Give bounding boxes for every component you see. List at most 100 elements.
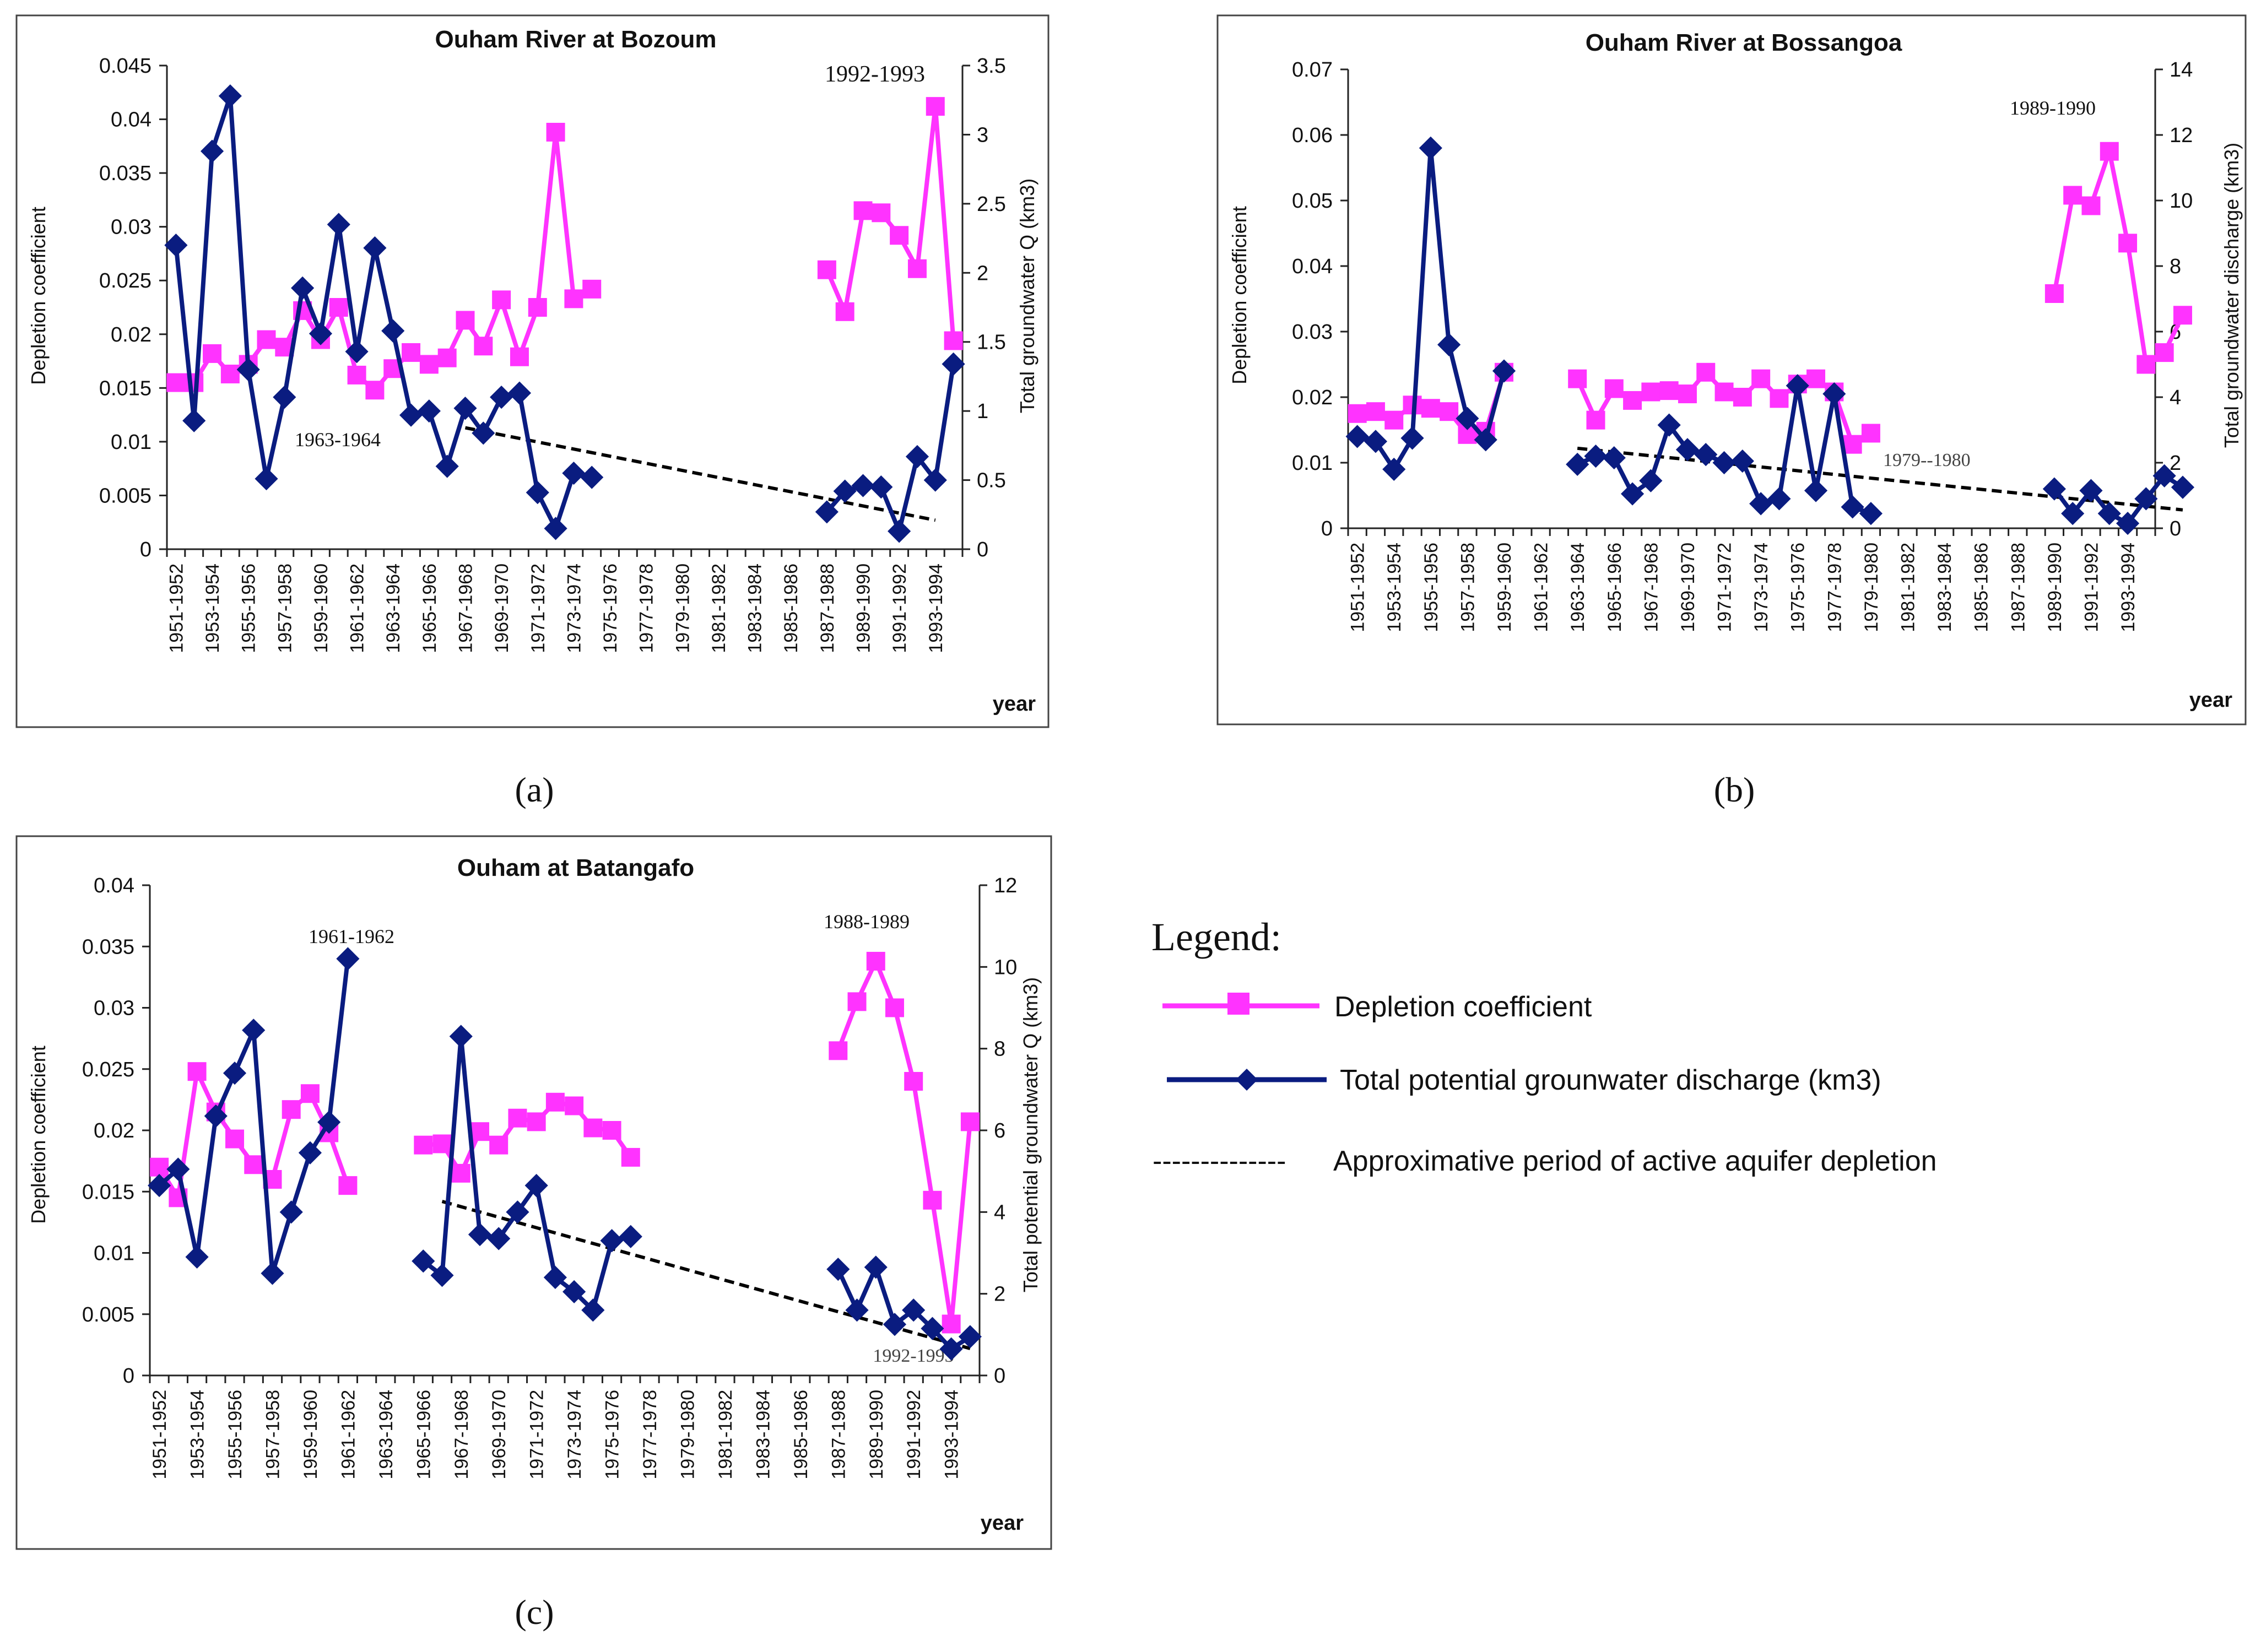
depletion-point <box>1861 424 1880 443</box>
annotation-1992-1993: 1992-1993 <box>825 62 925 87</box>
discharge-point <box>1602 446 1626 470</box>
y-right-tick-label: 4 <box>2170 386 2181 409</box>
y-left-tick-label: 0.03 <box>1292 321 1333 344</box>
annotation-1961-1962: 1961-1962 <box>309 925 394 947</box>
discharge-point <box>200 139 224 163</box>
depletion-point <box>960 1112 980 1131</box>
x-tick-label: 1953-1954 <box>202 564 223 653</box>
depletion-point <box>582 279 602 299</box>
discharge-point <box>869 475 893 499</box>
legend-item-depletion: Depletion coefficient <box>1162 991 1592 1023</box>
y-left-tick-label: 0.025 <box>82 1058 134 1081</box>
trend-line <box>464 426 936 522</box>
y-right-tick-label: 4 <box>994 1201 1005 1224</box>
discharge-point <box>526 481 549 505</box>
depletion-point <box>220 364 240 383</box>
discharge-point <box>524 1174 548 1198</box>
y-right-tick-label: 12 <box>2170 124 2193 147</box>
discharge-point <box>2134 487 2158 511</box>
depletion-point <box>451 1163 470 1183</box>
y-left-tick-label: 0.02 <box>111 323 152 346</box>
discharge-point <box>1657 413 1681 437</box>
discharge-point <box>507 381 532 405</box>
discharge-point <box>148 1174 171 1198</box>
y-left-tick-label: 0.03 <box>94 997 134 1020</box>
x-tick-label: 1981-1982 <box>715 1390 736 1480</box>
discharge-point <box>166 1157 190 1181</box>
depletion-point <box>244 1155 263 1174</box>
depletion-point <box>1623 391 1642 410</box>
x-tick-label: 1989-1990 <box>853 564 874 653</box>
depletion-point <box>872 203 891 223</box>
y-left-tick-label: 0.005 <box>82 1303 134 1326</box>
y-axis-right-label: Total groundwater Q (km3) <box>1016 178 1038 413</box>
trend-line <box>1577 446 2183 512</box>
depletion-point <box>2173 306 2192 325</box>
depletion-point <box>432 1134 452 1153</box>
discharge-point <box>449 1025 473 1048</box>
x-tick-label: 1991-1992 <box>904 1390 924 1480</box>
y-left-tick-label: 0.04 <box>1292 255 1333 278</box>
depletion-point <box>2063 186 2082 205</box>
depletion-point <box>1714 382 1734 402</box>
x-tick-label: 1973-1974 <box>1751 543 1772 632</box>
discharge-point <box>345 340 369 364</box>
discharge-point <box>468 1223 492 1247</box>
discharge-point <box>864 1255 888 1279</box>
depletion-point <box>583 1118 603 1138</box>
discharge-point <box>1364 430 1388 453</box>
depletion-point <box>1659 381 1679 400</box>
series-line <box>174 94 593 531</box>
y-right-tick-label: 10 <box>994 956 1017 979</box>
y-right-tick-label: 2 <box>2170 452 2181 475</box>
discharge-point <box>417 399 441 423</box>
y-right-tick-label: 8 <box>2170 255 2181 278</box>
depletion-point <box>1843 435 1862 454</box>
annotation-1979-1980: 1979--1980 <box>1883 450 1971 470</box>
depletion-point <box>621 1147 640 1167</box>
chart-batangafo: Ouham at Batangafo Depletion coefficient… <box>15 835 1052 1550</box>
x-tick-label: 1967-1968 <box>456 564 477 653</box>
x-tick-label: 1989-1990 <box>866 1390 887 1480</box>
depletion-point <box>347 365 366 384</box>
depletion-point <box>2081 196 2101 215</box>
legend-item-label: Depletion coefficient <box>1334 991 1592 1023</box>
depletion-point <box>492 290 511 310</box>
depletion-point <box>564 289 583 308</box>
x-tick-label: 1955-1956 <box>239 564 259 653</box>
chart-frame <box>1216 14 2247 725</box>
y-axis-left-label: Depletion coefficient <box>27 1046 50 1224</box>
y-right-tick-label: 0.5 <box>977 469 1006 492</box>
x-tick-label: 1961-1962 <box>347 564 368 653</box>
x-tick-label: 1961-1962 <box>1531 543 1552 632</box>
depletion-point <box>885 998 904 1017</box>
discharge-point <box>1456 407 1479 430</box>
x-tick-label: 1991-1992 <box>889 564 910 653</box>
chart-title: Ouham River at Bossangoa <box>1586 29 1902 56</box>
y-left-tick-label: 0.07 <box>1292 58 1333 82</box>
depletion-point <box>225 1129 245 1149</box>
x-tick-label: 1983-1984 <box>753 1390 774 1480</box>
legend-title: Legend: <box>1151 915 1281 959</box>
x-tick-label: 1959-1960 <box>1494 543 1515 632</box>
depletion-point <box>1641 382 1660 402</box>
discharge-point <box>543 1265 567 1290</box>
discharge-point <box>279 1200 303 1224</box>
depletion-point <box>829 1041 848 1060</box>
discharge-point <box>815 500 839 524</box>
depletion-point <box>1568 369 1587 388</box>
discharge-point <box>2042 477 2066 501</box>
discharge-point <box>619 1225 642 1248</box>
depletion-point <box>508 1108 527 1128</box>
y-left-tick-label: 0.005 <box>99 484 152 507</box>
discharge-point <box>453 397 477 420</box>
discharge-point <box>845 1298 869 1322</box>
discharge-point <box>580 465 604 489</box>
discharge-point <box>905 445 929 469</box>
annotation-1989-1990: 1989-1990 <box>2010 97 2096 119</box>
depletion-point <box>944 331 963 350</box>
discharge-point <box>826 1258 850 1281</box>
y-left-tick-label: 0.015 <box>99 377 152 400</box>
x-tick-label: 1951-1952 <box>149 1390 170 1480</box>
discharge-point <box>562 461 586 485</box>
